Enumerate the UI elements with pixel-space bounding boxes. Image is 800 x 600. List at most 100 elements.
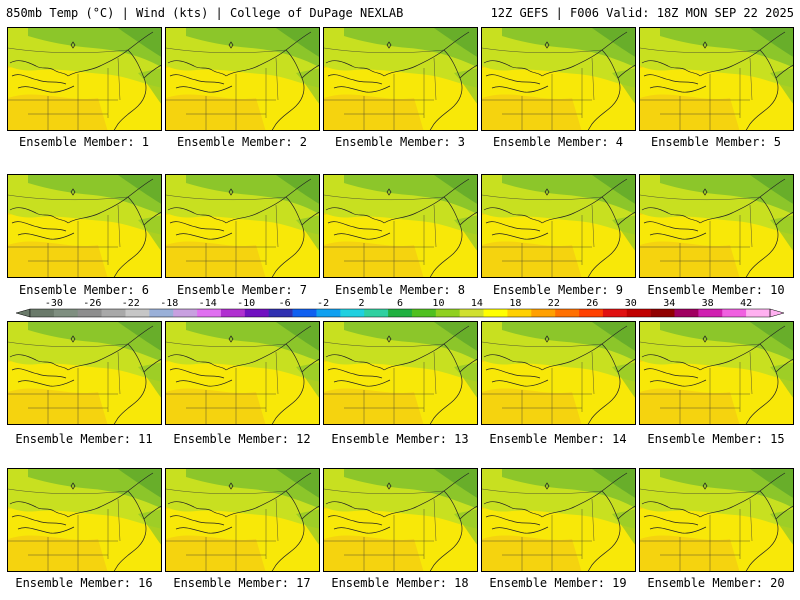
ensemble-panel <box>323 321 478 425</box>
colorbar-tick-label: 2 <box>359 298 365 309</box>
map-image <box>324 469 477 571</box>
member-label: Ensemble Member: 17 <box>173 576 311 590</box>
ensemble-panel <box>7 321 162 425</box>
colorbar-swatch <box>435 309 460 317</box>
colorbar-arrow-left <box>15 308 31 318</box>
colorbar-swatch <box>531 309 556 317</box>
map-image <box>8 469 161 571</box>
member-label: Ensemble Member: 5 <box>650 135 782 149</box>
colorbar-swatch <box>746 309 771 317</box>
colorbar-tick-label: 42 <box>740 298 752 309</box>
colorbar-swatch <box>650 309 675 317</box>
map-image <box>640 28 793 130</box>
member-label: Ensemble Member: 6 <box>18 283 150 297</box>
colorbar-swatch <box>77 309 102 317</box>
colorbar-arrow-right <box>769 308 785 318</box>
colorbar-swatch <box>340 309 365 317</box>
colorbar-swatch <box>579 309 604 317</box>
member-label: Ensemble Member: 18 <box>331 576 469 590</box>
member-label: Ensemble Member: 14 <box>489 432 627 446</box>
colorbar-swatch <box>244 309 270 317</box>
colorbar-swatch <box>674 309 699 317</box>
map-image <box>482 322 635 424</box>
colorbar-swatch <box>698 309 723 317</box>
member-label: Ensemble Member: 15 <box>647 432 785 446</box>
colorbar-swatch <box>602 309 628 317</box>
member-label: Ensemble Member: 13 <box>331 432 469 446</box>
colorbar-swatch <box>507 309 532 317</box>
map-image <box>324 175 477 277</box>
map-image <box>166 469 319 571</box>
colorbar-tick-label: 10 <box>432 298 444 309</box>
colorbar-tick-label: 22 <box>548 298 560 309</box>
member-label: Ensemble Member: 3 <box>334 135 466 149</box>
member-label: Ensemble Member: 7 <box>176 283 308 297</box>
ensemble-panel <box>639 321 794 425</box>
member-label: Ensemble Member: 2 <box>176 135 308 149</box>
colorbar-swatch <box>220 309 246 317</box>
member-label: Ensemble Member: 4 <box>492 135 624 149</box>
member-label: Ensemble Member: 20 <box>647 576 785 590</box>
colorbar-swatch <box>53 309 79 317</box>
colorbar-swatch <box>483 309 508 317</box>
ensemble-panel <box>481 174 636 278</box>
map-image <box>482 28 635 130</box>
ensemble-panel <box>639 174 794 278</box>
member-label: Ensemble Member: 10 <box>647 283 785 297</box>
ensemble-panel <box>323 27 478 131</box>
ensemble-panel <box>639 468 794 572</box>
colorbar-tick-label: -30 <box>45 298 63 309</box>
ensemble-panel <box>165 321 320 425</box>
ensemble-panel <box>7 468 162 572</box>
ensemble-panel <box>7 27 162 131</box>
colorbar-tick-label: 30 <box>625 298 637 309</box>
colorbar-swatch <box>268 309 293 317</box>
colorbar-swatch <box>173 309 198 317</box>
member-label: Ensemble Member: 1 <box>18 135 150 149</box>
map-image <box>8 175 161 277</box>
map-image <box>640 175 793 277</box>
colorbar-tick-label: -14 <box>199 298 217 309</box>
map-image <box>166 175 319 277</box>
map-image <box>482 469 635 571</box>
colorbar-swatch <box>292 309 317 317</box>
map-image <box>166 322 319 424</box>
ensemble-panel <box>481 27 636 131</box>
colorbar-swatch <box>364 309 389 317</box>
member-label: Ensemble Member: 12 <box>173 432 311 446</box>
member-label: Ensemble Member: 8 <box>334 283 466 297</box>
member-label: Ensemble Member: 9 <box>492 283 624 297</box>
colorbar-tick-label: -6 <box>279 298 291 309</box>
colorbar-swatch <box>555 309 580 317</box>
map-image <box>324 28 477 130</box>
colorbar-tick-label: -22 <box>122 298 140 309</box>
ensemble-panel <box>481 321 636 425</box>
map-image <box>8 28 161 130</box>
member-label: Ensemble Member: 11 <box>15 432 153 446</box>
map-image <box>166 28 319 130</box>
colorbar-tick-label: -2 <box>317 298 329 309</box>
color-scale-bar: -30 -26 -22 -18 -14 -10 -6 -2 2 6 10 14 18 22 26 30 34 38… <box>15 298 785 318</box>
ensemble-panel <box>165 27 320 131</box>
colorbar-swatch <box>316 309 341 317</box>
colorbar-tick-label: 26 <box>586 298 598 309</box>
ensemble-panel <box>165 174 320 278</box>
map-image <box>8 322 161 424</box>
colorbar-tick-label: 34 <box>663 298 675 309</box>
ensemble-panel <box>481 468 636 572</box>
member-label: Ensemble Member: 16 <box>15 576 153 590</box>
colorbar-tick-label: 6 <box>397 298 403 309</box>
map-image <box>640 469 793 571</box>
ensemble-panel <box>323 468 478 572</box>
map-image <box>640 322 793 424</box>
colorbar-tick-label: -18 <box>160 298 178 309</box>
colorbar-tick-label: -26 <box>83 298 101 309</box>
colorbar-tick-label: 14 <box>471 298 483 309</box>
ensemble-panel <box>323 174 478 278</box>
colorbar-tick-label: -10 <box>237 298 255 309</box>
colorbar-swatch <box>459 309 484 317</box>
colorbar-tick-label: 18 <box>509 298 521 309</box>
colorbar-swatch <box>722 309 747 317</box>
colorbar-swatch <box>101 309 126 317</box>
colorbar-swatch <box>30 309 55 317</box>
